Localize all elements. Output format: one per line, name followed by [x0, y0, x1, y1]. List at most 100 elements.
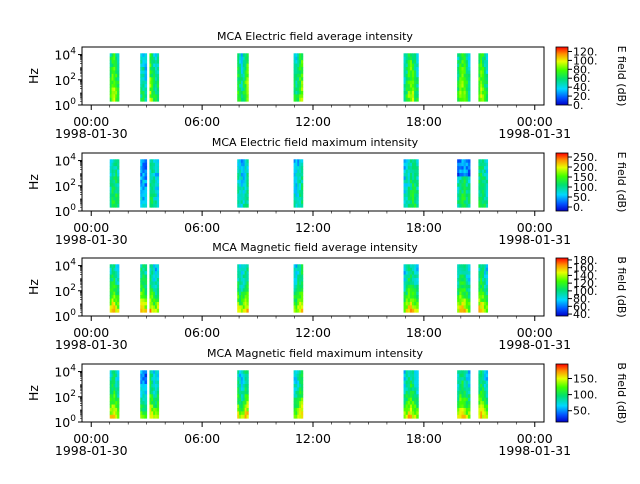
spectrogram-cell — [482, 380, 485, 385]
spectrogram-cell — [297, 196, 300, 201]
spectrogram-cell — [142, 179, 145, 184]
spectrogram-cell — [242, 274, 246, 279]
spectrogram-cell — [295, 179, 298, 184]
spectrogram-cell — [478, 186, 481, 191]
spectrogram-cell — [416, 281, 419, 286]
spectrogram-cell — [240, 196, 244, 201]
spectrogram-cell — [295, 401, 298, 405]
spectrogram-cell — [478, 380, 481, 385]
x-date-label: 1998-01-31 — [498, 232, 571, 247]
spectrogram-cell — [111, 308, 114, 313]
spectrogram-cell — [483, 267, 487, 272]
spectrogram-cell — [403, 179, 407, 184]
spectrogram-cell — [240, 414, 244, 419]
spectrogram-cell — [463, 200, 467, 205]
spectrogram-cell — [237, 308, 240, 313]
spectrogram-cell — [480, 394, 483, 399]
spectrogram-cell — [242, 53, 246, 58]
spectrogram-segment — [293, 370, 304, 419]
spectrogram-cell — [409, 66, 413, 71]
spectrogram-cell — [480, 66, 483, 71]
spectrogram-cell — [409, 264, 413, 269]
spectrogram-cell — [117, 162, 120, 167]
spectrogram-cell — [239, 84, 242, 88]
spectrogram-cell — [459, 196, 462, 201]
spectrogram-cell — [111, 284, 114, 289]
spectrogram-cell — [461, 172, 465, 177]
spectrogram-cell — [237, 63, 240, 68]
y-tick-label: 100 — [54, 203, 76, 219]
spectrogram-cell — [485, 401, 489, 405]
spectrogram-cell — [151, 162, 154, 167]
spectrogram-cell — [111, 190, 114, 194]
spectrogram-cell — [403, 271, 407, 275]
spectrogram-cell — [117, 414, 120, 419]
spectrogram-cell — [155, 97, 158, 102]
spectrogram-cell — [155, 301, 158, 306]
spectrogram-cell — [246, 295, 249, 299]
spectrogram-cell — [405, 267, 409, 272]
spectrogram-cell — [153, 401, 156, 405]
x-tick-label: 18:00 — [406, 431, 442, 446]
spectrogram-cell — [467, 414, 471, 419]
spectrogram-cell — [482, 196, 485, 201]
spectrogram-segment — [140, 53, 148, 102]
spectrogram-cell — [156, 166, 160, 170]
spectrogram-cell — [405, 80, 409, 85]
spectrogram-cell — [480, 401, 483, 405]
spectrogram-cell — [482, 87, 485, 92]
spectrogram-cell — [407, 190, 411, 194]
spectrogram-cell — [482, 298, 485, 303]
panel-1: MCA Electric field average intensityHz10… — [26, 30, 628, 141]
spectrogram-cell — [480, 274, 483, 279]
x-tick-label: 18:00 — [406, 114, 442, 129]
spectrogram-cell — [115, 277, 118, 282]
spectrogram-cell — [115, 301, 118, 306]
spectrogram-cell — [140, 97, 143, 102]
spectrogram-cell — [300, 267, 304, 272]
spectrogram-cell — [240, 66, 244, 71]
spectrogram-cell — [407, 196, 411, 201]
spectrogram-cell — [115, 377, 118, 381]
spectrogram-cell — [115, 56, 118, 61]
spectrogram-cell — [239, 267, 242, 272]
spectrogram-cell — [485, 308, 489, 313]
spectrogram-segment — [403, 159, 419, 208]
spectrogram-cell — [459, 97, 462, 102]
spectrogram-cell — [237, 196, 240, 201]
spectrogram-cell — [465, 397, 469, 402]
colorbar: 0.20.40.60.80.100.120. E field (dB) — [555, 45, 628, 112]
spectrogram-cell — [293, 172, 296, 177]
spectrogram-cell — [405, 176, 409, 181]
spectrogram-cell — [459, 414, 462, 419]
spectrogram-cell — [242, 264, 246, 269]
spectrogram-cell — [293, 63, 296, 68]
spectrogram-cell — [156, 271, 160, 275]
spectrogram-cell — [140, 380, 143, 385]
spectrogram-cell — [237, 291, 240, 296]
spectrogram-cell — [414, 77, 417, 82]
spectrogram-cell — [414, 264, 417, 269]
spectrogram-cell — [483, 60, 487, 64]
spectrogram-cell — [111, 196, 114, 201]
spectrogram-cell — [416, 305, 419, 310]
spectrogram-cell — [457, 387, 460, 392]
spectrogram-cell — [142, 186, 145, 191]
spectrogram-cell — [153, 390, 156, 395]
spectrogram-cell — [409, 190, 413, 194]
spectrogram-cell — [244, 407, 247, 412]
spectrogram-cell — [414, 56, 417, 61]
spectrogram-cell — [403, 56, 407, 61]
spectrogram-cell — [109, 179, 112, 184]
spectrogram-cell — [461, 63, 465, 68]
spectrogram-cell — [467, 70, 471, 75]
spectrogram-cell — [244, 267, 247, 272]
spectrogram-cell — [405, 87, 409, 92]
spectrogram-cell — [155, 162, 158, 167]
spectrogram-cell — [239, 183, 242, 188]
spectrogram-cell — [297, 200, 300, 205]
spectrogram-cell — [151, 377, 154, 381]
spectrogram-cell — [240, 387, 244, 392]
spectrogram-cell — [140, 179, 143, 184]
spectrogram-cell — [409, 308, 413, 313]
